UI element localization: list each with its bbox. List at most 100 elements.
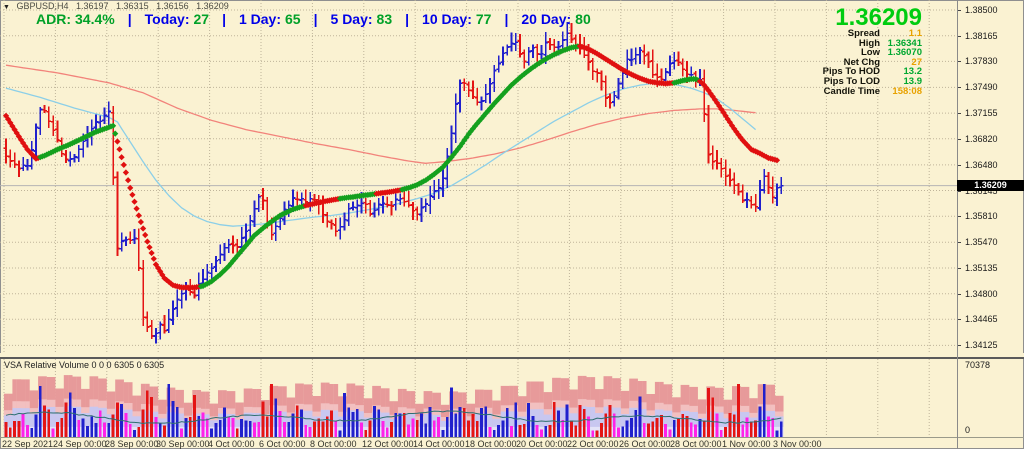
- adr-item-value: 34.4%: [75, 11, 115, 27]
- current-price-tag: 1.36209: [957, 180, 1024, 191]
- adr-item-label: 10 Day:: [422, 11, 472, 27]
- adr-item-value: 27: [193, 11, 210, 27]
- axis-separator: [957, 0, 958, 449]
- info-row: Low 1.36070: [823, 48, 922, 58]
- adr-item: ADR: 34.4%: [36, 11, 115, 27]
- date-axis-label: 30 Sep 00:00: [156, 439, 210, 449]
- info-row-value: 13.9: [903, 75, 923, 87]
- price-chart-canvas[interactable]: [0, 0, 957, 353]
- info-row: Candle Time 158:08: [823, 85, 922, 97]
- date-axis-label: 22 Sep 2021: [2, 439, 54, 449]
- price-axis-label: 1.38500: [965, 5, 998, 15]
- price-axis-label: 1.38165: [965, 31, 998, 41]
- ohlc-high-value: 1.36315: [116, 1, 149, 11]
- volume-indicator-pane[interactable]: VSA Relative Volume 0 0 0 6305 0 6305: [0, 359, 957, 437]
- info-row: High 1.36341: [823, 37, 922, 49]
- price-axis-tick: [957, 216, 961, 217]
- chart-marker-icon: ▼: [3, 4, 10, 11]
- adr-item: 10 Day: 77: [422, 11, 491, 27]
- price-axis-label: 1.34800: [965, 289, 998, 299]
- date-axis-label: 4 Oct 00:00: [208, 439, 255, 449]
- price-axis-tick: [957, 139, 961, 140]
- adr-item: 5 Day: 83: [331, 11, 393, 27]
- price-axis-label: 1.37490: [965, 82, 998, 92]
- price-axis-label: 1.35470: [965, 237, 998, 247]
- price-axis-label: 1.34465: [965, 314, 998, 324]
- date-axis-label: 12 Oct 00:00: [362, 439, 414, 449]
- adr-item-value: 77: [475, 11, 492, 27]
- price-info-rows: Spread 1.1 High 1.36341 Low 1.36070 Net Chg 27 P…: [823, 29, 922, 96]
- price-axis[interactable]: 1.36209 1.38500 1.38165 1.37830 1.37490 1.37…: [957, 0, 1024, 353]
- price-axis-label: 1.35135: [965, 263, 998, 273]
- info-row-value: 1.1: [908, 28, 922, 39]
- adr-item: 1 Day: 65: [239, 11, 301, 27]
- price-axis-tick: [957, 294, 961, 295]
- volume-canvas[interactable]: [0, 359, 957, 437]
- volume-axis[interactable]: 70378 0: [958, 359, 1024, 437]
- adr-item-value: 80: [575, 11, 591, 27]
- adr-item-value: 83: [376, 11, 393, 27]
- price-axis-label: 1.34125: [965, 340, 998, 350]
- adr-item-label: 5 Day:: [330, 11, 373, 27]
- date-axis-label: 22 Oct 00:00: [567, 439, 619, 449]
- info-row-label: Spread: [847, 28, 880, 39]
- adr-separator: |: [504, 11, 509, 27]
- price-axis-label: 1.36145: [965, 186, 998, 196]
- ohlc-open-value: 1.36197: [75, 1, 109, 11]
- adr-separator: |: [313, 11, 318, 27]
- volume-axis-min: 0: [965, 425, 971, 435]
- info-row: Net Chg 27: [823, 58, 922, 68]
- info-row-value: 13.2: [903, 66, 923, 78]
- price-axis-tick: [957, 242, 961, 243]
- price-axis-tick: [957, 87, 961, 88]
- info-row-label: Net Chg: [843, 56, 880, 68]
- info-row-value: 27: [911, 56, 922, 68]
- adr-item-label: ADR:: [36, 11, 71, 27]
- price-axis-label: 1.36820: [965, 134, 998, 144]
- price-axis-tick: [957, 113, 961, 114]
- info-row-label: High: [858, 37, 880, 49]
- adr-item: 20 Day: 80: [521, 11, 590, 27]
- info-row-label: Pips To HOD: [822, 66, 880, 78]
- volume-axis-max: 70378: [965, 360, 991, 370]
- price-axis-tick: [957, 36, 961, 37]
- ohlc-close-value: 1.36209: [196, 1, 229, 11]
- date-axis-label: 26 Oct 00:00: [619, 439, 671, 449]
- price-axis-tick: [957, 345, 961, 346]
- adr-item-label: 20 Day:: [521, 11, 572, 27]
- info-row-value: 1.36070: [887, 47, 922, 59]
- adr-item-label: Today:: [144, 11, 190, 27]
- price-axis-label: 1.36480: [965, 160, 998, 170]
- date-axis-label: 24 Sep 00:00: [53, 439, 107, 449]
- ohlc-low-value: 1.36156: [156, 1, 189, 11]
- date-axis-label: 6 Oct 00:00: [259, 439, 306, 449]
- price-axis-label: 1.37155: [965, 108, 998, 118]
- info-row: Pips To LOD 13.9: [823, 77, 922, 87]
- price-axis-tick: [957, 61, 961, 62]
- date-axis-label: 20 Oct 00:00: [516, 439, 568, 449]
- date-axis-label: 1 Nov 00:00: [722, 439, 771, 449]
- price-chart-pane[interactable]: ▼ GBPUSD,H4 1.36197 1.36315 1.36156 1.36…: [0, 0, 957, 353]
- info-row-value: 158:08: [892, 85, 922, 97]
- date-axis-label: 18 Oct 00:00: [465, 439, 517, 449]
- price-info-panel: 1.36209 Spread 1.1 High 1.36341 Low 1.36070 Ne…: [823, 4, 922, 96]
- date-axis[interactable]: 22 Sep 2021 24 Sep 00:00 28 Sep 00:00 30 Se…: [0, 437, 1024, 449]
- price-axis-tick: [957, 165, 961, 166]
- current-price-readout: 1.36209: [835, 4, 922, 31]
- adr-indicator-row: ADR: 34.4% | Today: 27 | 1 Day: 65 | 5 Day: 83 | 10 …: [36, 11, 591, 27]
- date-axis-label: 14 Oct 00:00: [413, 439, 465, 449]
- adr-separator: |: [405, 11, 410, 27]
- info-row-label: Low: [861, 47, 880, 59]
- adr-separator: |: [222, 11, 226, 27]
- price-axis-tick: [957, 319, 961, 320]
- date-axis-label: 28 Sep 00:00: [105, 439, 159, 449]
- pane-splitter[interactable]: [0, 353, 1024, 359]
- price-axis-tick: [957, 268, 961, 269]
- adr-item: Today: 27: [145, 11, 209, 27]
- volume-indicator-label: VSA Relative Volume 0 0 0 6305 0 6305: [4, 360, 165, 370]
- price-axis-label: 1.35810: [965, 211, 998, 221]
- adr-item-label: 1 Day:: [238, 11, 282, 27]
- price-axis-tick: [957, 10, 961, 11]
- date-axis-label: 3 Nov 00:00: [773, 439, 822, 449]
